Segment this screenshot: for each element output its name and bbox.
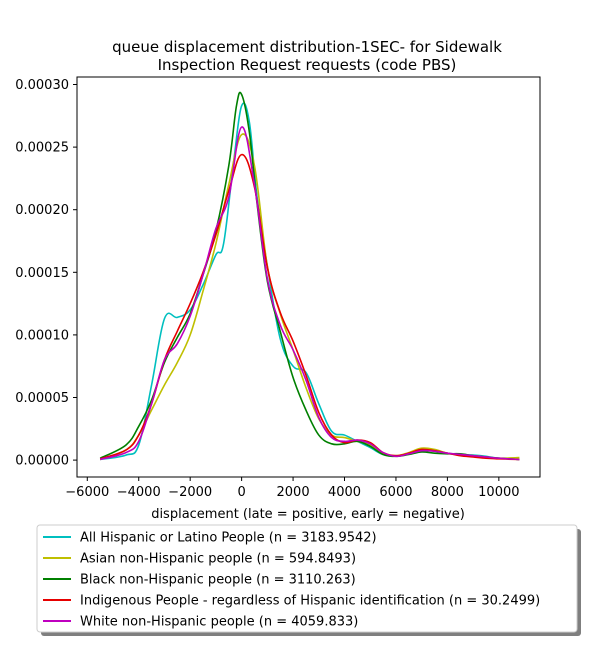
plot-area-frame — [76, 76, 541, 478]
x-tick-label: −6000 — [65, 485, 109, 500]
x-tick-label: 4000 — [328, 485, 361, 500]
chart-title-line-2: Inspection Request requests (code PBS) — [158, 56, 457, 74]
series-line-5 — [99, 126, 520, 461]
y-tick-label: 0.00015 — [15, 266, 69, 281]
y-tick-label: 0.00000 — [15, 454, 69, 469]
series-line-2 — [99, 133, 520, 461]
y-tick-label: 0.00030 — [15, 78, 69, 93]
legend-label-2: Asian non-Hispanic people (n = 594.8493) — [80, 552, 356, 567]
y-tick-label: 0.00010 — [15, 328, 69, 343]
x-axis-ticks: −6000 −4000 −2000 0 2000 4000 6000 8000 10000 — [65, 477, 520, 500]
x-tick-label: 2000 — [277, 485, 310, 500]
x-tick-label: 6000 — [379, 485, 412, 500]
legend-label-5: White non-Hispanic people (n = 4059.833) — [80, 615, 358, 630]
y-tick-label: 0.00025 — [15, 141, 69, 156]
y-tick-label: 0.00020 — [15, 203, 69, 218]
legend-label-1: All Hispanic or Latino People (n = 3183.… — [80, 531, 377, 546]
series-line-3 — [99, 91, 520, 461]
legend-items: All Hispanic or Latino People (n = 3183.… — [43, 531, 540, 630]
series-line-1 — [100, 102, 520, 461]
chart-title-line-1: queue displacement distribution-1SEC- fo… — [112, 38, 502, 56]
legend-label-3: Black non-Hispanic people (n = 3110.263) — [80, 573, 356, 588]
legend-label-4: Indigenous People - regardless of Hispan… — [80, 594, 540, 609]
series-lines — [99, 91, 520, 461]
x-tick-label: 0 — [237, 485, 245, 500]
series-line-4 — [99, 153, 520, 461]
y-axis-ticks: 0.00000 0.00005 0.00010 0.00015 0.00020 0.000… — [15, 78, 77, 469]
x-axis-label: displacement (late = positive, early = n… — [151, 507, 465, 522]
legend-box — [36, 524, 578, 633]
x-tick-label: 10000 — [478, 485, 519, 500]
y-tick-label: 0.00005 — [15, 391, 69, 406]
legend: All Hispanic or Latino People (n = 3183.… — [36, 524, 581, 636]
x-tick-label: 8000 — [431, 485, 464, 500]
x-tick-label: −4000 — [117, 485, 161, 500]
chart-title: queue displacement distribution-1SEC- fo… — [112, 38, 502, 74]
x-tick-label: −2000 — [168, 485, 212, 500]
